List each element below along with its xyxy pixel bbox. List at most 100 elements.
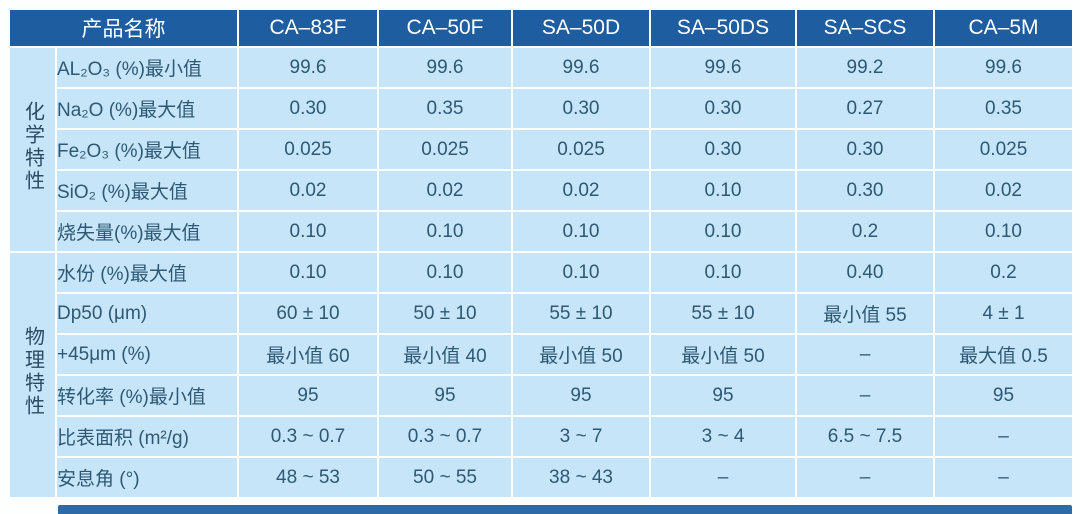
- cell: 0.40: [797, 253, 933, 292]
- cell: 0.3 ~ 0.7: [239, 417, 377, 456]
- row-label: 安息角 (°): [57, 458, 237, 497]
- cell: 0.025: [239, 130, 377, 169]
- cell: 0.30: [651, 130, 795, 169]
- group-label-chemical: 化学特性: [10, 48, 55, 251]
- cell: 最小值 50: [651, 335, 795, 374]
- cell: –: [797, 458, 933, 497]
- row-label: AL₂O₃ (%)最小值: [57, 48, 237, 87]
- cell: 0.30: [239, 89, 377, 128]
- cell: 0.10: [379, 212, 511, 251]
- table-row: 烧失量(%)最大值 0.10 0.10 0.10 0.10 0.2 0.10: [10, 212, 1072, 251]
- group-label-physical: 物理特性: [10, 253, 55, 497]
- cell: 95: [239, 376, 377, 415]
- cell: 50 ~ 55: [379, 458, 511, 497]
- row-label: Dp50 (μm): [57, 294, 237, 333]
- header-product-name: 产品名称: [10, 10, 237, 46]
- cell: 0.10: [239, 212, 377, 251]
- product-spec-table: 产品名称 CA–83F CA–50F SA–50D SA–50DS SA–SCS…: [8, 8, 1074, 499]
- cell: 55 ± 10: [651, 294, 795, 333]
- cell: 0.10: [651, 253, 795, 292]
- cell: 0.35: [935, 89, 1072, 128]
- cell: 0.30: [797, 171, 933, 210]
- group-label-text: 物理特性: [21, 326, 44, 418]
- table-row: 化学特性 AL₂O₃ (%)最小值 99.6 99.6 99.6 99.6 99…: [10, 48, 1072, 251]
- cell: 4 ± 1: [935, 294, 1072, 333]
- cell: 0.10: [513, 253, 649, 292]
- cell: 0.30: [797, 130, 933, 169]
- cell: 3 ~ 4: [651, 417, 795, 456]
- table-row: 转化率 (%)最小值 95 95 95 95 – 95: [10, 376, 1072, 415]
- cell: 0.35: [379, 89, 511, 128]
- cell: –: [935, 458, 1072, 497]
- table-row: 安息角 (°) 48 ~ 53 50 ~ 55 38 ~ 43 – – –: [10, 458, 1072, 497]
- cell: 50 ± 10: [379, 294, 511, 333]
- cell: 6.5 ~ 7.5: [797, 417, 933, 456]
- cell: 99.6: [651, 48, 795, 87]
- header-sa-scs: SA–SCS: [797, 10, 933, 46]
- cropped-next-header-bar: [58, 505, 1072, 514]
- header-ca-83f: CA–83F: [239, 10, 377, 46]
- table-row: +45μm (%) 最小值 60 最小值 40 最小值 50 最小值 50 – …: [10, 335, 1072, 374]
- table-row: 比表面积 (m²/g) 0.3 ~ 0.7 0.3 ~ 0.7 3 ~ 7 3 …: [10, 417, 1072, 456]
- cell: 0.02: [513, 171, 649, 210]
- cell: 最小值 50: [513, 335, 649, 374]
- header-sa-50ds: SA–50DS: [651, 10, 795, 46]
- cell: 0.025: [513, 130, 649, 169]
- cell: 95: [651, 376, 795, 415]
- cell: 60 ± 10: [239, 294, 377, 333]
- cell: 最小值 55: [797, 294, 933, 333]
- cell: 0.02: [379, 171, 511, 210]
- cell: 0.025: [935, 130, 1072, 169]
- header-ca-50f: CA–50F: [379, 10, 511, 46]
- cell: 99.2: [797, 48, 933, 87]
- cell: 48 ~ 53: [239, 458, 377, 497]
- row-label: +45μm (%): [57, 335, 237, 374]
- table-row: Na₂O (%)最大值 0.30 0.35 0.30 0.30 0.27 0.3…: [10, 89, 1072, 128]
- row-label: Na₂O (%)最大值: [57, 89, 237, 128]
- cell: 55 ± 10: [513, 294, 649, 333]
- header-sa-50d: SA–50D: [513, 10, 649, 46]
- cell: 99.6: [379, 48, 511, 87]
- table-row: Fe₂O₃ (%)最大值 0.025 0.025 0.025 0.30 0.30…: [10, 130, 1072, 169]
- cell: 最大值 0.5: [935, 335, 1072, 374]
- cell: 0.10: [651, 212, 795, 251]
- cell: 0.10: [651, 171, 795, 210]
- group-label-text: 化学特性: [21, 100, 44, 193]
- cell: –: [651, 458, 795, 497]
- header-ca-5m: CA–5M: [935, 10, 1072, 46]
- row-label: Fe₂O₃ (%)最大值: [57, 130, 237, 169]
- table-header-row: 产品名称 CA–83F CA–50F SA–50D SA–50DS SA–SCS…: [10, 10, 1072, 46]
- cell: 0.30: [513, 89, 649, 128]
- row-label: 比表面积 (m²/g): [57, 417, 237, 456]
- cell: 99.6: [513, 48, 649, 87]
- cell: 0.30: [651, 89, 795, 128]
- cell: 0.3 ~ 0.7: [379, 417, 511, 456]
- table-row: Dp50 (μm) 60 ± 10 50 ± 10 55 ± 10 55 ± 1…: [10, 294, 1072, 333]
- cell: 38 ~ 43: [513, 458, 649, 497]
- table-row: 物理特性 水份 (%)最大值 0.10 0.10 0.10 0.10 0.40 …: [10, 253, 1072, 497]
- row-label: 水份 (%)最大值: [57, 253, 237, 292]
- row-label: 转化率 (%)最小值: [57, 376, 237, 415]
- cell: 99.6: [239, 48, 377, 87]
- cell: 0.10: [239, 253, 377, 292]
- cell: 0.2: [935, 253, 1072, 292]
- row-label: SiO₂ (%)最大值: [57, 171, 237, 210]
- cell: 0.02: [935, 171, 1072, 210]
- cell: 最小值 60: [239, 335, 377, 374]
- cell: 最小值 40: [379, 335, 511, 374]
- cell: –: [797, 376, 933, 415]
- cell: 95: [379, 376, 511, 415]
- cell: 99.6: [935, 48, 1072, 87]
- table-row: SiO₂ (%)最大值 0.02 0.02 0.02 0.10 0.30 0.0…: [10, 171, 1072, 210]
- cell: 0.025: [379, 130, 511, 169]
- cell: –: [797, 335, 933, 374]
- cell: 0.2: [797, 212, 933, 251]
- cell: 3 ~ 7: [513, 417, 649, 456]
- cell: 0.10: [513, 212, 649, 251]
- cell: 0.02: [239, 171, 377, 210]
- cell: 95: [935, 376, 1072, 415]
- cell: 0.10: [935, 212, 1072, 251]
- cell: 0.27: [797, 89, 933, 128]
- cell: 0.10: [379, 253, 511, 292]
